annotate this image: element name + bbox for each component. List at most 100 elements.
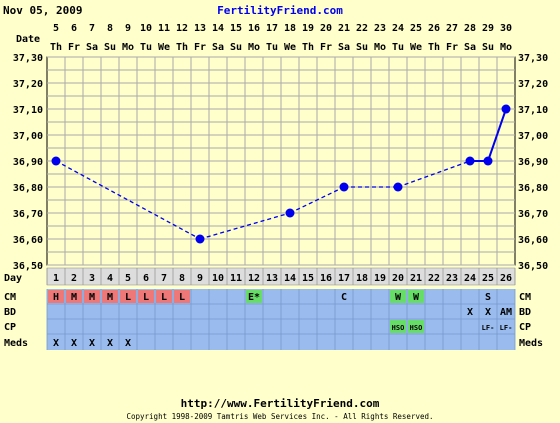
y-tick-label-left: 36,70 (13, 209, 43, 220)
y-tick-label-left: 37,10 (13, 105, 43, 116)
y-tick-label-right: 36,50 (518, 261, 548, 272)
date-weekday-label: Su (356, 42, 368, 53)
cp-cell-value: HSO (410, 324, 423, 332)
cm-cell-value: M (89, 292, 95, 303)
row-grid (46, 268, 516, 350)
cycle-day-label: 23 (446, 273, 458, 284)
bd-row-label-left: BD (4, 307, 16, 318)
date-row-label: Date (16, 34, 40, 45)
date-weekday-label: Th (302, 42, 314, 53)
cycle-day-label: 25 (482, 273, 494, 284)
date-day-label: 22 (356, 23, 368, 34)
cycle-day-label: 16 (320, 273, 332, 284)
date-day-label: 24 (392, 23, 404, 34)
date-weekday-label: Mo (248, 42, 260, 53)
cm-cell-value: W (395, 292, 402, 303)
temperature-point (339, 182, 349, 192)
cycle-day-label: 26 (500, 273, 512, 284)
cp-cell-highlight (390, 320, 406, 333)
cm-row-label-left: CM (4, 292, 16, 303)
y-tick-label-right: 36,80 (518, 183, 548, 194)
y-tick-label-left: 36,80 (13, 183, 43, 194)
cm-row-label-right: CM (519, 292, 531, 303)
meds-row-label-right: Meds (519, 338, 543, 349)
date-day-label: 21 (338, 23, 350, 34)
date-weekday-label: Th (428, 42, 440, 53)
footer-url[interactable]: http://www.FertilityFriend.com (181, 397, 380, 410)
cp-cell-value: LF- (482, 324, 495, 332)
series-segment (487, 108, 507, 162)
date-weekday-label: Su (482, 42, 494, 53)
meds-row-label-left: Meds (4, 338, 28, 349)
cycle-day-label: 3 (89, 273, 95, 284)
date-day-label: 12 (176, 23, 188, 34)
date-day-label: 15 (230, 23, 242, 34)
temperature-point (465, 156, 475, 166)
temperature-point (51, 156, 61, 166)
y-tick-label-right: 37,00 (518, 131, 548, 142)
date-headers: 5 Th 6 Fr 7 Sa 8 Su 9 Mo 10 Tu 11 We 12 Th 13 Fr 14 Sa 15 Su 1… (50, 23, 512, 53)
series-segment (397, 160, 471, 188)
date-day-label: 9 (125, 23, 131, 34)
date-day-label: 18 (284, 23, 296, 34)
cm-cell-value: S (485, 292, 491, 303)
bd-cell-value: X (467, 307, 473, 318)
series-segment (55, 160, 201, 240)
bd-cell-value: AM (500, 307, 512, 318)
cycle-day-label: 20 (392, 273, 404, 284)
date-weekday-label: We (284, 42, 296, 53)
meds-cell-value: X (107, 338, 113, 349)
date-day-label: 27 (446, 23, 458, 34)
cycle-day-label: 14 (284, 273, 296, 284)
cm-cell-highlight (48, 290, 64, 303)
meds-cell-value: X (125, 338, 131, 349)
date-day-label: 19 (302, 23, 314, 34)
row-cells: 1 2 3 4 5 6 7 8 9 10 11 12 13 14 15 16 17 18 19 20 21 22 23 24 2… (48, 273, 512, 349)
day-row-label-left: Day (4, 273, 22, 284)
cycle-day-label: 7 (161, 273, 167, 284)
plot-grid (47, 56, 515, 266)
cm-cell-highlight (66, 290, 82, 303)
cycle-day-label: 21 (410, 273, 422, 284)
cycle-day-label: 8 (179, 273, 185, 284)
temperature-point (501, 104, 511, 114)
cm-cell-value: H (53, 292, 59, 303)
y-tick-label-right: 36,60 (518, 235, 548, 246)
cm-cell-highlight (138, 290, 154, 303)
temperature-point (285, 208, 295, 218)
y-tick-label-left: 36,60 (13, 235, 43, 246)
y-tick-label-left: 37,00 (13, 131, 43, 142)
cycle-day-label: 2 (71, 273, 77, 284)
date-weekday-label: Fr (68, 42, 80, 53)
y-tick-label-left: 37,20 (13, 79, 43, 90)
y-tick-label-left: 37,30 (13, 53, 43, 64)
temperature-series (51, 104, 511, 244)
date-day-label: 20 (320, 23, 332, 34)
cm-cell-value: E* (248, 292, 260, 303)
date-weekday-label: Sa (338, 42, 350, 53)
meds-cell-value: X (89, 338, 95, 349)
cycle-day-label: 5 (125, 273, 131, 284)
date-day-label: 25 (410, 23, 422, 34)
series-segment (289, 186, 345, 214)
cycle-day-label: 9 (197, 273, 203, 284)
y-tick-label-left: 36,90 (13, 157, 43, 168)
bd-row-label-right: BD (519, 307, 531, 318)
cm-cell-value: C (341, 292, 347, 303)
date-weekday-label: Sa (464, 42, 476, 53)
y-tick-label-right: 37,10 (518, 105, 548, 116)
cycle-day-label: 13 (266, 273, 278, 284)
cycle-day-label: 22 (428, 273, 440, 284)
date-weekday-label: Th (50, 42, 62, 53)
cycle-day-label: 4 (107, 273, 113, 284)
cm-cell-highlight (174, 290, 190, 303)
cycle-day-label: 15 (302, 273, 314, 284)
date-weekday-label: Su (230, 42, 242, 53)
date-weekday-label: Fr (446, 42, 458, 53)
temperature-point (393, 182, 403, 192)
cycle-day-label: 24 (464, 273, 476, 284)
date-weekday-label: Sa (86, 42, 98, 53)
date-weekday-label: Tu (392, 42, 404, 53)
site-name[interactable]: FertilityFriend.com (217, 4, 343, 17)
cm-cell-highlight (156, 290, 172, 303)
